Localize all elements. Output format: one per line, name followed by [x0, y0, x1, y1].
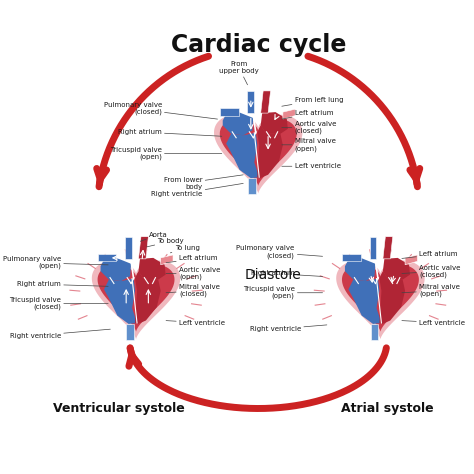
Text: Aortic valve
(closed): Aortic valve (closed)	[282, 121, 336, 135]
Text: Mitral valve
(open): Mitral valve (open)	[402, 284, 460, 297]
Polygon shape	[345, 258, 375, 281]
Polygon shape	[125, 237, 132, 259]
Polygon shape	[336, 261, 425, 339]
Text: Left ventricle: Left ventricle	[282, 163, 341, 169]
Polygon shape	[214, 115, 302, 194]
Text: Right ventricle: Right ventricle	[250, 325, 327, 332]
Text: Mitral valve
(closed): Mitral valve (closed)	[166, 284, 220, 297]
Text: Tricuspid valve
(open): Tricuspid valve (open)	[243, 286, 322, 300]
Text: Mitral valve
(open): Mitral valve (open)	[282, 138, 336, 152]
Polygon shape	[98, 254, 116, 261]
Text: Aorta: Aorta	[140, 232, 168, 241]
Polygon shape	[370, 237, 376, 259]
Polygon shape	[220, 108, 238, 116]
Text: Tricuspid valve
(closed): Tricuspid valve (closed)	[9, 297, 108, 310]
Polygon shape	[135, 271, 161, 324]
Polygon shape	[138, 258, 165, 280]
Text: Diastole: Diastole	[245, 268, 301, 282]
Polygon shape	[104, 279, 137, 324]
Polygon shape	[261, 91, 271, 113]
Polygon shape	[223, 112, 253, 135]
Polygon shape	[383, 237, 393, 259]
Polygon shape	[126, 324, 134, 340]
Polygon shape	[98, 265, 174, 332]
Polygon shape	[92, 261, 180, 339]
Text: Right ventricle: Right ventricle	[10, 329, 110, 338]
Text: Aortic valve
(open): Aortic valve (open)	[166, 267, 220, 280]
Polygon shape	[261, 112, 288, 134]
Polygon shape	[138, 237, 148, 259]
Polygon shape	[100, 258, 131, 281]
Text: Left atrium: Left atrium	[282, 109, 333, 119]
Text: Tricuspid valve
(open): Tricuspid valve (open)	[110, 146, 222, 160]
Text: Right atrium: Right atrium	[17, 281, 108, 287]
Polygon shape	[371, 324, 378, 340]
Text: Pulmonary valve
(closed): Pulmonary valve (closed)	[103, 101, 218, 119]
Text: Left atrium: Left atrium	[402, 251, 457, 258]
Text: Pulmonary valve
(closed): Pulmonary valve (closed)	[237, 245, 322, 259]
Text: Right atrium: Right atrium	[251, 271, 322, 276]
Polygon shape	[248, 178, 256, 194]
Text: Right ventricle: Right ventricle	[151, 183, 243, 197]
Polygon shape	[348, 279, 382, 324]
Polygon shape	[220, 119, 297, 186]
Text: Left atrium: Left atrium	[166, 255, 218, 263]
Polygon shape	[342, 254, 361, 261]
Polygon shape	[257, 126, 283, 178]
Text: Pulmonary valve
(open): Pulmonary valve (open)	[3, 256, 108, 270]
Text: From left lung: From left lung	[282, 97, 343, 106]
Text: To lung: To lung	[170, 245, 200, 253]
Text: From lower
body: From lower body	[164, 175, 243, 190]
Text: From
upper body: From upper body	[219, 61, 259, 85]
Polygon shape	[383, 258, 410, 280]
Polygon shape	[161, 255, 173, 265]
Text: Left ventricle: Left ventricle	[402, 320, 465, 326]
Polygon shape	[380, 271, 405, 324]
Polygon shape	[283, 109, 295, 119]
Polygon shape	[247, 91, 254, 113]
Text: Atrial systole: Atrial systole	[340, 402, 433, 415]
Text: Aortic valve
(closed): Aortic valve (closed)	[402, 264, 460, 278]
Text: Ventricular systole: Ventricular systole	[53, 402, 185, 415]
Polygon shape	[405, 255, 418, 265]
Text: To body: To body	[147, 238, 184, 247]
Text: Right atrium: Right atrium	[118, 129, 222, 136]
Text: Cardiac cycle: Cardiac cycle	[171, 33, 346, 57]
Polygon shape	[226, 133, 259, 178]
Text: Left ventricle: Left ventricle	[166, 320, 225, 326]
Polygon shape	[342, 265, 419, 332]
